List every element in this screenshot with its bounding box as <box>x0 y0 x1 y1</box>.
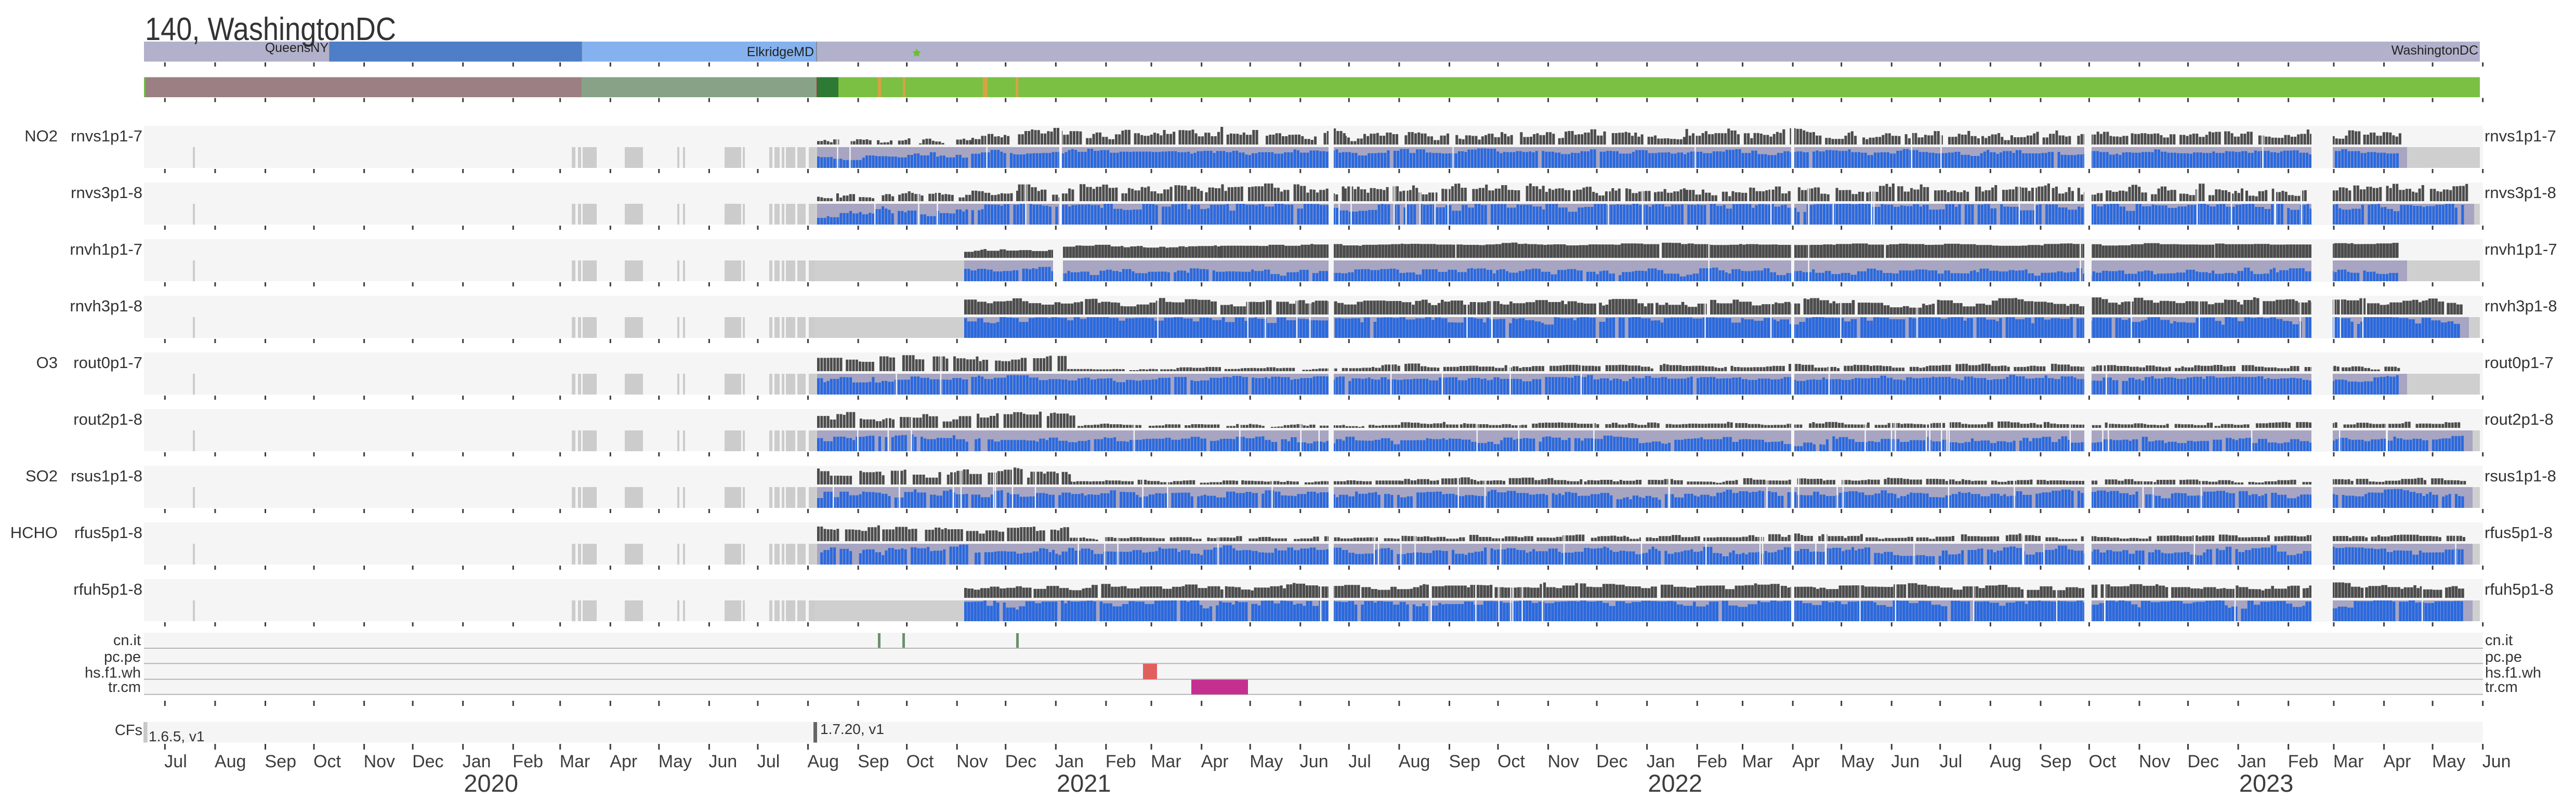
svg-text:May: May <box>2432 752 2465 771</box>
svg-text:Jul: Jul <box>1940 752 1962 771</box>
svg-text:rfuh5p1-8: rfuh5p1-8 <box>73 580 142 598</box>
svg-text:O3: O3 <box>36 353 58 372</box>
svg-text:rfus5p1-8: rfus5p1-8 <box>2485 523 2553 542</box>
svg-text:Oct: Oct <box>1497 752 1525 771</box>
svg-text:Apr: Apr <box>610 752 637 771</box>
svg-text:Aug: Aug <box>215 752 246 771</box>
svg-text:Aug: Aug <box>1990 752 2021 771</box>
svg-text:rnvh3p1-8: rnvh3p1-8 <box>2485 297 2557 315</box>
svg-text:Dec: Dec <box>412 752 443 771</box>
svg-text:Nov: Nov <box>2139 752 2170 771</box>
svg-text:rnvh1p1-7: rnvh1p1-7 <box>2485 240 2557 258</box>
svg-text:hs.f1.wh: hs.f1.wh <box>2485 665 2541 682</box>
svg-text:pc.pe: pc.pe <box>2485 649 2522 665</box>
svg-text:1.7.20, v1: 1.7.20, v1 <box>820 721 884 737</box>
svg-text:rsus1p1-8: rsus1p1-8 <box>2485 467 2556 485</box>
svg-text:Jan: Jan <box>463 752 491 771</box>
svg-text:Oct: Oct <box>906 752 934 771</box>
svg-text:rout0p1-7: rout0p1-7 <box>2485 353 2554 372</box>
svg-text:rout2p1-8: rout2p1-8 <box>2485 410 2554 428</box>
svg-text:Jan: Jan <box>1647 752 1675 771</box>
svg-text:Jan: Jan <box>2238 752 2266 771</box>
svg-text:rout0p1-7: rout0p1-7 <box>73 353 142 372</box>
svg-text:Sep: Sep <box>1449 752 1481 771</box>
svg-text:Mar: Mar <box>1742 752 1773 771</box>
svg-text:Dec: Dec <box>1005 752 1036 771</box>
svg-text:Sep: Sep <box>2040 752 2072 771</box>
svg-text:rnvh1p1-7: rnvh1p1-7 <box>70 240 142 258</box>
svg-text:Mar: Mar <box>560 752 590 771</box>
svg-text:tr.cm: tr.cm <box>108 679 141 696</box>
svg-text:1.6.5, v1: 1.6.5, v1 <box>149 728 204 744</box>
svg-text:May: May <box>659 752 692 771</box>
svg-text:Mar: Mar <box>2333 752 2364 771</box>
svg-text:rnvs1p1-7: rnvs1p1-7 <box>2485 127 2556 145</box>
svg-text:Oct: Oct <box>2088 752 2116 771</box>
svg-text:Feb: Feb <box>1697 752 1727 771</box>
svg-text:May: May <box>1250 752 1283 771</box>
svg-text:Jun: Jun <box>1891 752 1920 771</box>
svg-text:hs.f1.wh: hs.f1.wh <box>85 665 141 682</box>
svg-text:cn.it: cn.it <box>2485 632 2513 649</box>
svg-text:2023: 2023 <box>2239 769 2294 797</box>
svg-text:Jul: Jul <box>757 752 780 771</box>
svg-text:Jul: Jul <box>164 752 187 771</box>
svg-text:rnvs3p1-8: rnvs3p1-8 <box>71 184 142 202</box>
svg-text:Jul: Jul <box>1348 752 1371 771</box>
svg-text:Oct: Oct <box>313 752 341 771</box>
svg-text:Aug: Aug <box>1399 752 1430 771</box>
svg-text:Sep: Sep <box>265 752 297 771</box>
svg-text:cn.it: cn.it <box>113 632 141 649</box>
svg-text:Nov: Nov <box>1548 752 1579 771</box>
svg-text:rfus5p1-8: rfus5p1-8 <box>74 523 142 542</box>
svg-text:SO2: SO2 <box>25 467 58 485</box>
svg-text:HCHO: HCHO <box>10 523 58 542</box>
svg-text:Feb: Feb <box>2288 752 2319 771</box>
svg-text:rnvs1p1-7: rnvs1p1-7 <box>71 127 142 145</box>
svg-text:rnvh3p1-8: rnvh3p1-8 <box>70 297 142 315</box>
svg-text:May: May <box>1841 752 1874 771</box>
svg-text:CFs: CFs <box>115 722 142 739</box>
svg-text:pc.pe: pc.pe <box>104 649 141 665</box>
svg-text:rfuh5p1-8: rfuh5p1-8 <box>2485 580 2554 598</box>
svg-text:Feb: Feb <box>512 752 543 771</box>
svg-text:Feb: Feb <box>1106 752 1136 771</box>
svg-text:Dec: Dec <box>2188 752 2219 771</box>
svg-text:2020: 2020 <box>464 769 518 797</box>
svg-text:Jun: Jun <box>2482 752 2511 771</box>
svg-text:tr.cm: tr.cm <box>2485 679 2518 696</box>
svg-text:2022: 2022 <box>1648 769 1702 797</box>
svg-text:Mar: Mar <box>1151 752 1181 771</box>
svg-text:rnvs3p1-8: rnvs3p1-8 <box>2485 184 2556 202</box>
svg-text:Apr: Apr <box>1792 752 1820 771</box>
svg-text:140, WashingtonDC: 140, WashingtonDC <box>145 11 396 47</box>
svg-text:ElkridgeMD: ElkridgeMD <box>747 45 814 59</box>
svg-text:Apr: Apr <box>2384 752 2411 771</box>
svg-text:Nov: Nov <box>956 752 988 771</box>
svg-text:Sep: Sep <box>858 752 889 771</box>
svg-text:Jun: Jun <box>708 752 737 771</box>
svg-text:Jan: Jan <box>1055 752 1084 771</box>
svg-text:Dec: Dec <box>1596 752 1627 771</box>
svg-text:Apr: Apr <box>1201 752 1229 771</box>
svg-text:NO2: NO2 <box>24 127 58 145</box>
svg-text:2021: 2021 <box>1057 769 1111 797</box>
svg-text:Jun: Jun <box>1300 752 1329 771</box>
svg-text:QueensNY: QueensNY <box>265 41 329 55</box>
svg-text:Nov: Nov <box>364 752 395 771</box>
svg-text:rout2p1-8: rout2p1-8 <box>73 410 142 428</box>
svg-text:Aug: Aug <box>808 752 839 771</box>
svg-text:rsus1p1-8: rsus1p1-8 <box>71 467 142 485</box>
svg-text:WashingtonDC: WashingtonDC <box>2391 43 2478 58</box>
